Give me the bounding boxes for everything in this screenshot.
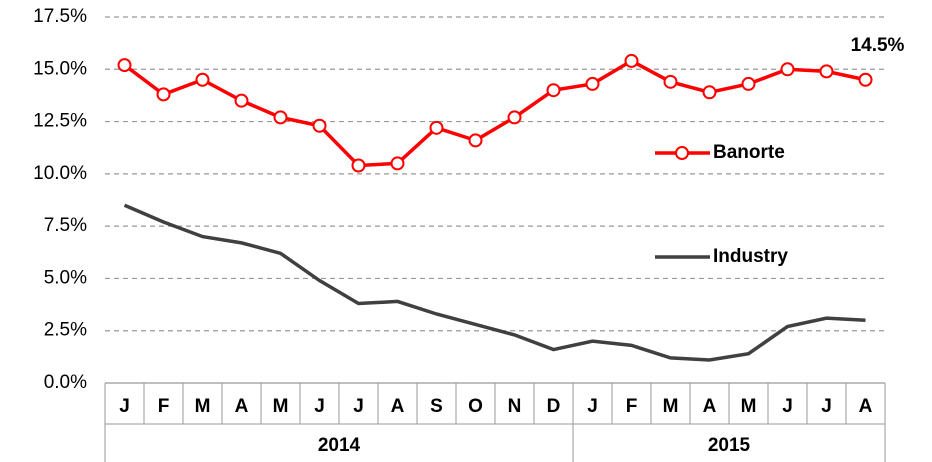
x-tick-label: O	[468, 396, 483, 417]
x-tick-label: M	[273, 396, 289, 417]
x-tick-label: J	[587, 396, 598, 417]
marker	[858, 72, 873, 87]
marker	[663, 74, 678, 89]
x-tick-label: M	[741, 396, 757, 417]
legend-marker	[675, 146, 689, 160]
x-tick-label: F	[626, 396, 638, 417]
x-tick-label: J	[353, 396, 364, 417]
y-tick-label: 0.0%	[44, 372, 87, 393]
x-tick-label: J	[821, 396, 832, 417]
x-tick-label: D	[547, 396, 561, 417]
marker	[234, 93, 249, 108]
marker	[117, 58, 132, 73]
marker	[507, 110, 522, 125]
x-tick-label: A	[859, 396, 873, 417]
marker	[702, 85, 717, 100]
marker	[312, 118, 327, 133]
legend-label: Industry	[713, 246, 788, 267]
y-tick-label: 2.5%	[44, 320, 87, 341]
x-tick-label: A	[391, 396, 405, 417]
series-line	[123, 203, 866, 362]
marker	[468, 133, 483, 148]
x-tick-label: F	[158, 396, 170, 417]
x-tick-label: A	[703, 396, 717, 417]
marker	[741, 76, 756, 91]
x-tick-label: J	[782, 396, 793, 417]
x-tick-label: J	[119, 396, 130, 417]
x-tick-label: J	[314, 396, 325, 417]
x-tick-label: A	[235, 396, 249, 417]
y-tick-label: 12.5%	[33, 111, 87, 132]
marker	[390, 156, 405, 171]
marker	[195, 72, 210, 87]
y-tick-label: 10.0%	[33, 163, 87, 184]
marker	[780, 62, 795, 77]
x-tick-label: M	[663, 396, 679, 417]
y-tick-label: 7.5%	[44, 215, 87, 236]
marker	[351, 158, 366, 173]
x-tick-label: N	[508, 396, 522, 417]
data-label: 14.5%	[851, 35, 905, 56]
y-tick-label: 17.5%	[33, 6, 87, 27]
group-label: 2014	[318, 435, 361, 456]
marker	[819, 64, 834, 79]
y-tick-label: 15.0%	[33, 58, 87, 79]
group-label: 2015	[708, 435, 751, 456]
marker	[273, 110, 288, 125]
marker	[156, 87, 171, 102]
y-tick-label: 5.0%	[44, 267, 87, 288]
marker	[546, 83, 561, 98]
legend-label: Banorte	[713, 142, 785, 163]
marker	[585, 76, 600, 91]
x-tick-label: S	[430, 396, 443, 417]
marker	[624, 53, 639, 68]
marker	[429, 120, 444, 135]
x-tick-label: M	[195, 396, 211, 417]
